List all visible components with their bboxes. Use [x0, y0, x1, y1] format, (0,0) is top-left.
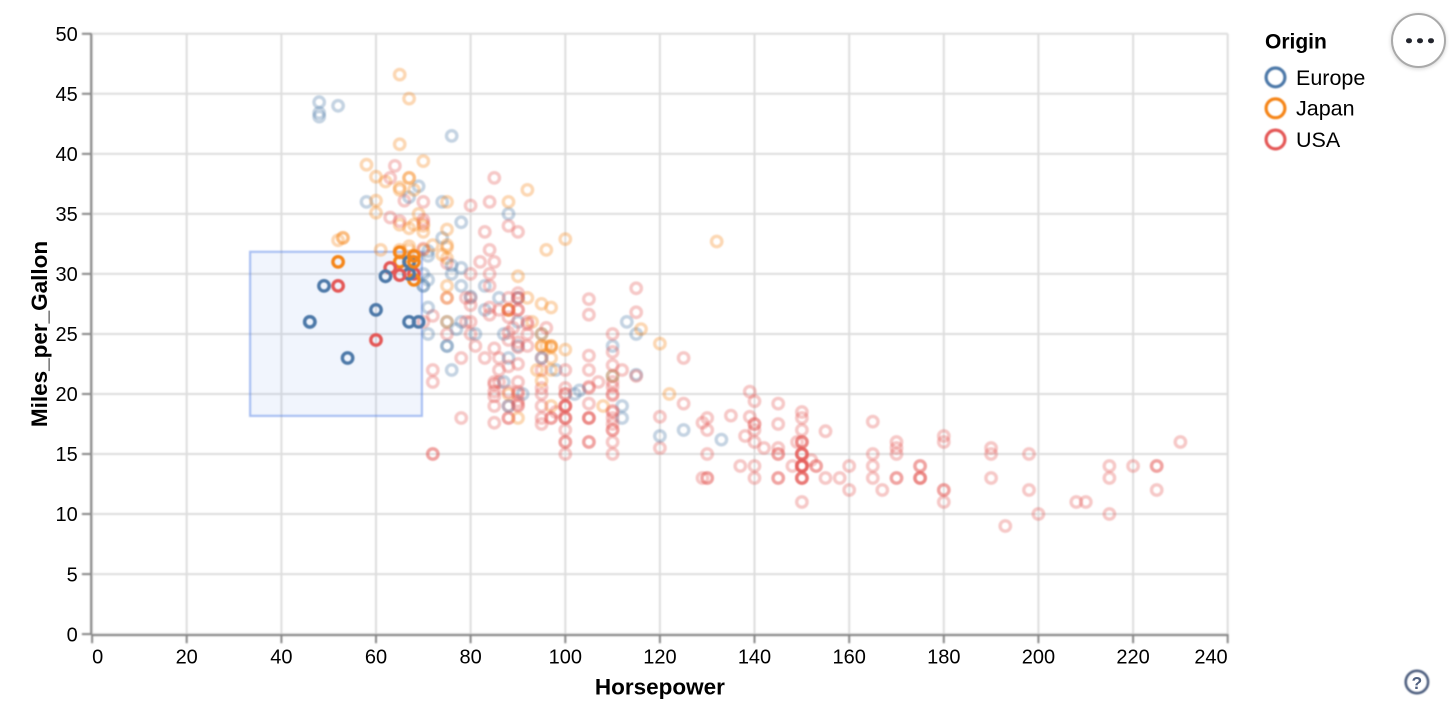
- svg-text:USA: USA: [1296, 128, 1341, 152]
- svg-text:Horsepower: Horsepower: [595, 674, 725, 699]
- svg-text:Europe: Europe: [1296, 66, 1365, 90]
- svg-text:Japan: Japan: [1296, 97, 1355, 121]
- svg-text:20: 20: [176, 647, 198, 669]
- svg-text:100: 100: [549, 647, 582, 669]
- svg-text:160: 160: [833, 647, 866, 669]
- svg-text:220: 220: [1116, 647, 1149, 669]
- svg-text:0: 0: [92, 647, 103, 669]
- svg-text:25: 25: [56, 324, 78, 346]
- svg-text:30: 30: [56, 264, 78, 286]
- svg-text:35: 35: [56, 204, 78, 226]
- svg-text:240: 240: [1194, 647, 1227, 669]
- svg-text:140: 140: [738, 647, 771, 669]
- svg-text:180: 180: [927, 647, 960, 669]
- svg-text:60: 60: [365, 647, 387, 669]
- svg-text:0: 0: [67, 624, 78, 646]
- svg-text:?: ?: [1412, 673, 1423, 693]
- svg-text:50: 50: [56, 24, 78, 46]
- svg-text:Miles_per_Gallon: Miles_per_Gallon: [27, 241, 52, 427]
- svg-text:200: 200: [1022, 647, 1055, 669]
- svg-text:40: 40: [270, 647, 292, 669]
- svg-text:120: 120: [643, 647, 676, 669]
- svg-text:Origin: Origin: [1265, 31, 1327, 54]
- svg-text:45: 45: [56, 84, 78, 106]
- svg-text:15: 15: [56, 444, 78, 466]
- svg-text:10: 10: [56, 504, 78, 526]
- svg-text:20: 20: [56, 384, 78, 406]
- svg-text:80: 80: [459, 647, 481, 669]
- svg-text:40: 40: [56, 144, 78, 166]
- svg-text:5: 5: [67, 564, 78, 586]
